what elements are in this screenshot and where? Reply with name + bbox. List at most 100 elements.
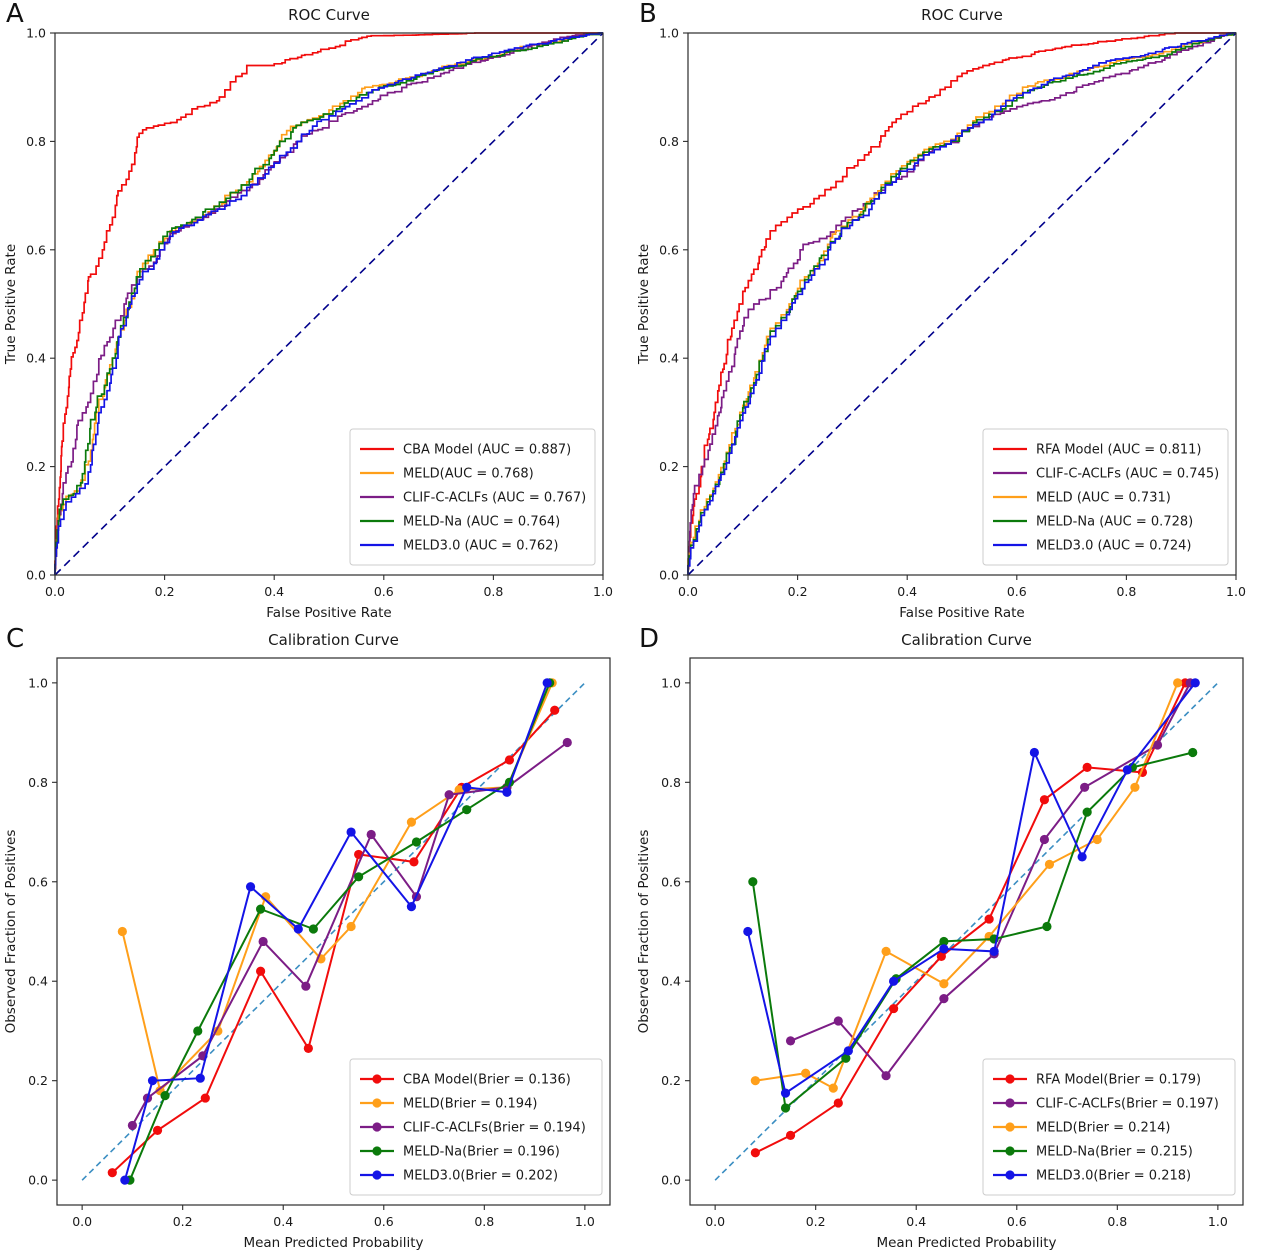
panel-a: A ROC Curve False Positive Rate True Posit…	[0, 0, 633, 625]
legend-label: MELD-Na (AUC = 0.764)	[403, 515, 560, 530]
legend-item: MELD3.0(Brier = 0.202)	[360, 1169, 558, 1184]
svg-text:0.0: 0.0	[26, 568, 46, 583]
legend-label: CLIF-C-ACLFs(Brier = 0.194)	[403, 1121, 586, 1136]
legend-label: MELD(Brier = 0.214)	[1036, 1121, 1170, 1136]
svg-text:0.8: 0.8	[474, 1214, 494, 1229]
legend-marker	[1005, 1122, 1015, 1132]
legend-marker	[1005, 1074, 1015, 1084]
legend-item: MELD3.0(Brier = 0.218)	[993, 1169, 1191, 1184]
roc-series-meld-na	[687, 32, 1236, 575]
svg-text:0.0: 0.0	[705, 1214, 725, 1229]
legend-box	[349, 428, 596, 566]
svg-text:0.6: 0.6	[661, 874, 681, 889]
roc-series-meld3-0	[54, 32, 603, 575]
svg-text:0.4: 0.4	[661, 974, 681, 989]
svg-text:0.2: 0.2	[155, 584, 175, 599]
svg-text:0.4: 0.4	[659, 351, 679, 366]
legend-item: CBA Model(Brier = 0.136)	[360, 1073, 571, 1088]
x-axis-label: False Positive Rate	[266, 605, 391, 621]
panel-c: C Calibration Curve Mean Predicted Probab…	[0, 625, 633, 1250]
legend-marker	[372, 1170, 382, 1180]
svg-text:1.0: 1.0	[575, 1214, 595, 1229]
legend: CBA Model(Brier = 0.136) MELD(Brier = 0.1…	[349, 1058, 603, 1196]
legend: CBA Model (AUC = 0.887) MELD(AUC = 0.768)…	[349, 428, 596, 566]
svg-text:0.6: 0.6	[374, 1214, 394, 1229]
legend-label: MELD3.0(Brier = 0.218)	[1036, 1169, 1191, 1184]
svg-text:0.0: 0.0	[45, 584, 65, 599]
legend-item: RFA Model(Brier = 0.179)	[993, 1073, 1201, 1088]
panel-letter-c: C	[6, 624, 25, 654]
legend-label: MELD3.0 (AUC = 0.762)	[403, 539, 559, 554]
legend-item: MELD(Brier = 0.214)	[993, 1121, 1170, 1136]
calibration-chart-d: Calibration Curve Mean Predicted Probabil…	[636, 631, 1244, 1250]
legend-item: CLIF-C-ACLFs (AUC = 0.745)	[993, 467, 1219, 482]
x-axis-label: Mean Predicted Probability	[243, 1235, 423, 1250]
legend-label: MELD3.0 (AUC = 0.724)	[1036, 539, 1192, 554]
roc-series-cba-model	[54, 32, 603, 575]
diagonal-reference-line	[81, 682, 586, 1181]
legend-item: MELD(Brier = 0.194)	[360, 1097, 537, 1112]
calibration-series-clif-c-aclfs	[785, 678, 1195, 1081]
legend-item: MELD-Na(Brier = 0.196)	[360, 1145, 560, 1160]
svg-text:1.0: 1.0	[661, 675, 681, 690]
calibration-series-meld3-0	[120, 678, 552, 1185]
svg-text:0.6: 0.6	[659, 242, 679, 257]
roc-chart-a: ROC Curve False Positive Rate True Positiv…	[3, 6, 613, 621]
y-axis-label: Observed Fraction of Positives	[3, 830, 19, 1034]
svg-text:0.2: 0.2	[173, 1214, 193, 1229]
svg-text:0.8: 0.8	[659, 134, 679, 149]
roc-series-clif-c-aclfs	[54, 32, 603, 575]
legend-label: RFA Model (AUC = 0.811)	[1036, 443, 1202, 458]
svg-text:0.4: 0.4	[273, 1214, 293, 1229]
legend-box	[349, 1058, 603, 1196]
legend-label: MELD-Na(Brier = 0.196)	[403, 1145, 560, 1160]
legend: RFA Model(Brier = 0.179) CLIF-C-ACLFs(Bri…	[982, 1058, 1236, 1196]
axis-ticks: 0.0 0.2 0.4 0.6 0.8 1.0 0.0 0.2 0.4 0.6 0.8 1.0	[661, 675, 1228, 1229]
legend-item: MELD3.0 (AUC = 0.762)	[360, 539, 559, 554]
svg-text:0.8: 0.8	[1107, 1214, 1127, 1229]
legend-item: CLIF-C-ACLFs(Brier = 0.194)	[360, 1121, 586, 1136]
svg-text:0.0: 0.0	[661, 1173, 681, 1188]
panel-b: B ROC Curve False Positive Rate True Posit…	[633, 0, 1266, 625]
legend-item: CLIF-C-ACLFs (AUC = 0.767)	[360, 491, 586, 506]
legend-item: MELD(AUC = 0.768)	[360, 467, 534, 482]
legend-label: MELD-Na (AUC = 0.728)	[1036, 515, 1193, 530]
calibration-chart-c: Calibration Curve Mean Predicted Probabil…	[3, 631, 611, 1250]
svg-text:0.2: 0.2	[26, 459, 46, 474]
plot-frame	[56, 657, 611, 1206]
legend-marker	[372, 1146, 382, 1156]
panel-letter-a: A	[6, 0, 24, 29]
svg-text:0.4: 0.4	[897, 584, 917, 599]
y-axis-label: Observed Fraction of Positives	[636, 830, 652, 1034]
roc-series-clif-c-aclfs	[687, 32, 1236, 575]
chart-title: ROC Curve	[288, 6, 370, 24]
calibration-series-meld-na	[748, 747, 1198, 1113]
roc-chart-b: ROC Curve False Positive Rate True Positiv…	[636, 6, 1246, 621]
legend-item: MELD-Na (AUC = 0.764)	[360, 515, 560, 530]
svg-text:0.0: 0.0	[72, 1214, 92, 1229]
y-axis-label: True Positive Rate	[636, 244, 652, 365]
legend-marker	[372, 1098, 382, 1108]
svg-text:0.0: 0.0	[28, 1173, 48, 1188]
legend-box	[982, 1058, 1236, 1196]
svg-text:1.0: 1.0	[28, 675, 48, 690]
svg-text:1.0: 1.0	[1226, 584, 1246, 599]
svg-text:0.4: 0.4	[28, 974, 48, 989]
legend-label: MELD-Na(Brier = 0.215)	[1036, 1145, 1193, 1160]
chart-title: Calibration Curve	[901, 631, 1032, 649]
chart-title: Calibration Curve	[268, 631, 399, 649]
axis-ticks: 0.0 0.2 0.4 0.6 0.8 1.0 0.0 0.2 0.4 0.6 0.8 1.0	[26, 26, 613, 600]
svg-text:0.6: 0.6	[374, 584, 394, 599]
roc-series-meld-na	[54, 32, 603, 575]
diagonal-reference-line	[714, 682, 1219, 1181]
legend-label: RFA Model(Brier = 0.179)	[1036, 1073, 1201, 1088]
svg-text:0.0: 0.0	[659, 568, 679, 583]
svg-text:0.2: 0.2	[788, 584, 808, 599]
x-axis-label: False Positive Rate	[899, 605, 1024, 621]
panel-d: D Calibration Curve Mean Predicted Probab…	[633, 625, 1266, 1250]
legend-marker	[372, 1122, 382, 1132]
svg-text:0.4: 0.4	[264, 584, 284, 599]
diagonal-reference-line	[687, 32, 1237, 576]
legend-item: MELD3.0 (AUC = 0.724)	[993, 539, 1192, 554]
